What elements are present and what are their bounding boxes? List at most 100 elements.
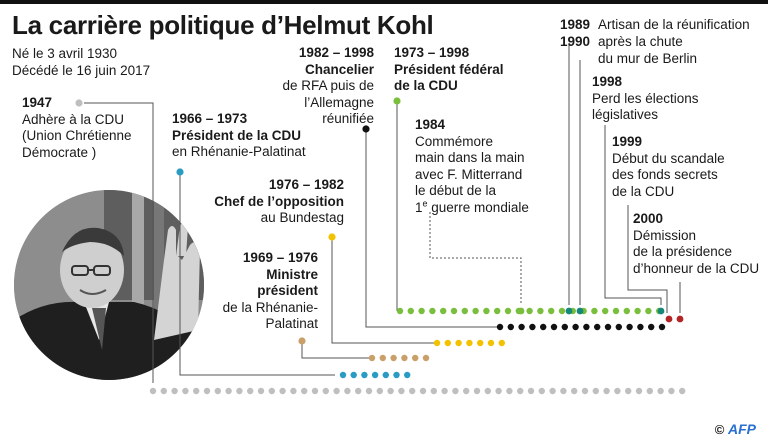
copyright-symbol: © bbox=[714, 422, 725, 437]
grey-row-dot bbox=[311, 387, 319, 395]
grey-row-dot bbox=[279, 387, 286, 395]
yellow-row-dot bbox=[466, 339, 473, 347]
grey-row-dot bbox=[182, 387, 189, 395]
event-1966-year: 1966 – 1973 bbox=[172, 111, 248, 126]
black-row-dot bbox=[518, 323, 525, 331]
grey-row-dot bbox=[355, 387, 362, 395]
event-1973-1998: 1973 – 1998 Président fédéral de la CDU bbox=[394, 45, 504, 95]
event-2000-text-1: Démission bbox=[633, 227, 697, 243]
black-row-dot bbox=[529, 323, 536, 331]
yellow-row-dot bbox=[455, 339, 462, 347]
kohl-portrait-photo bbox=[14, 190, 204, 380]
event-1969-text-1: Ministre bbox=[266, 266, 318, 282]
grey-row-dot bbox=[225, 387, 232, 395]
green-row-dot bbox=[645, 307, 652, 315]
event-2000-text-3: d’honneur de la CDU bbox=[633, 260, 760, 276]
marker-1984 bbox=[517, 307, 525, 315]
grey-row-dot bbox=[344, 387, 351, 395]
green-row-dot bbox=[634, 307, 641, 315]
event-1982-text-4: réunifiée bbox=[322, 111, 374, 126]
birth-date: Né le 3 avril 1930 bbox=[12, 46, 118, 61]
event-1976-1982: 1976 – 1982 Chef de l’opposition au Bund… bbox=[214, 177, 344, 227]
event-1973-text-2: de la CDU bbox=[394, 78, 458, 93]
connector-1998 bbox=[604, 125, 662, 305]
marker-1999 bbox=[665, 315, 673, 323]
grey-row-dot bbox=[592, 387, 599, 395]
event-1982-text-1: Chancelier bbox=[304, 61, 374, 77]
grey-row-dot bbox=[257, 387, 265, 395]
green-row-dot bbox=[483, 307, 490, 315]
grey-row-dot bbox=[506, 387, 513, 395]
tan-row-dot bbox=[390, 354, 397, 362]
event-1984-superscript: e bbox=[422, 198, 428, 208]
credit: © AFP bbox=[715, 421, 756, 437]
black-row-dot bbox=[507, 323, 514, 331]
event-1984-text-2: main dans la main bbox=[415, 150, 525, 165]
event-1998-text-2: législatives bbox=[592, 107, 659, 122]
black-row-dot bbox=[572, 323, 579, 331]
black-row-dot bbox=[648, 323, 655, 331]
grey-row-dot bbox=[290, 387, 297, 395]
grey-row-dot bbox=[463, 387, 470, 395]
green-row-dot bbox=[461, 307, 468, 315]
black-row-dot bbox=[615, 323, 622, 331]
grey-row-dot bbox=[387, 387, 394, 395]
event-1973-text-1: Président fédéral bbox=[394, 61, 504, 77]
black-row-dot bbox=[658, 323, 666, 331]
yellow-row-dot bbox=[487, 339, 495, 347]
event-1999-text-2: des fonds secrets bbox=[612, 167, 718, 182]
event-1982-text-3: l’Allemagne bbox=[304, 94, 374, 110]
event-1998: 1998 Perd les élections législatives bbox=[592, 74, 699, 124]
event-1969-1976: 1969 – 1976 Ministre président de la Rhé… bbox=[223, 250, 318, 333]
blue-row-dot bbox=[382, 371, 389, 379]
grey-row-dot bbox=[419, 387, 427, 395]
grey-row-dot bbox=[614, 387, 621, 395]
grey-row-dot bbox=[635, 387, 643, 395]
event-1966-text-1: Président de la CDU bbox=[172, 127, 302, 143]
yellow-row-dot bbox=[477, 339, 484, 347]
grey-row-dot bbox=[495, 387, 502, 395]
event-1947: 1947 Adhère à la CDU (Union Chrétienne D… bbox=[22, 95, 132, 161]
grey-row-dot bbox=[527, 387, 535, 395]
blue-row-dot bbox=[339, 371, 347, 379]
event-2000-text-2: de la présidence bbox=[633, 244, 733, 259]
event-1999-year: 1999 bbox=[612, 134, 643, 149]
grey-row-dot bbox=[581, 387, 589, 395]
event-1989-text-3: du mur de Berlin bbox=[598, 51, 698, 66]
event-1984-year: 1984 bbox=[415, 117, 446, 132]
yellow-row-dot bbox=[498, 339, 505, 347]
grey-row-dot bbox=[517, 387, 524, 395]
event-2000-year: 2000 bbox=[633, 211, 664, 226]
marker-1990 bbox=[576, 307, 584, 315]
event-1982-year: 1982 – 1998 bbox=[298, 45, 374, 60]
blue-row-dot bbox=[350, 371, 357, 379]
event-1947-text-3: Démocrate ) bbox=[22, 144, 97, 160]
green-row-dot bbox=[440, 307, 447, 315]
connector-1999 bbox=[627, 205, 668, 313]
grey-row-dot bbox=[268, 387, 275, 395]
event-1982-text-2: de RFA puis de bbox=[282, 78, 374, 93]
grey-row-dot bbox=[322, 387, 329, 395]
grey-row-dot bbox=[668, 387, 675, 395]
grey-row-dot bbox=[571, 387, 578, 395]
grey-row-dot bbox=[452, 387, 459, 395]
event-1989-text-1: Artisan de la réunification bbox=[598, 17, 750, 32]
event-1984-text-4: le début de la bbox=[415, 183, 497, 198]
blue-row-dot bbox=[371, 371, 379, 379]
marker-1947 bbox=[75, 99, 83, 107]
green-row-dot bbox=[623, 307, 630, 315]
tan-row-dot bbox=[422, 354, 430, 362]
event-1973-year: 1973 – 1998 bbox=[394, 45, 470, 60]
tan-row-dot bbox=[412, 354, 419, 362]
black-row-dot bbox=[594, 323, 601, 331]
green-row-dot bbox=[450, 307, 458, 315]
black-row-dot bbox=[496, 323, 504, 331]
marker-1966 bbox=[176, 168, 184, 176]
tan-row-dot bbox=[401, 354, 408, 362]
grey-row-dot bbox=[333, 387, 340, 395]
green-row-dot bbox=[418, 307, 425, 315]
grey-row-dot bbox=[376, 387, 383, 395]
top-rule bbox=[0, 0, 768, 4]
event-1984-text-5a: 1 bbox=[415, 199, 423, 215]
